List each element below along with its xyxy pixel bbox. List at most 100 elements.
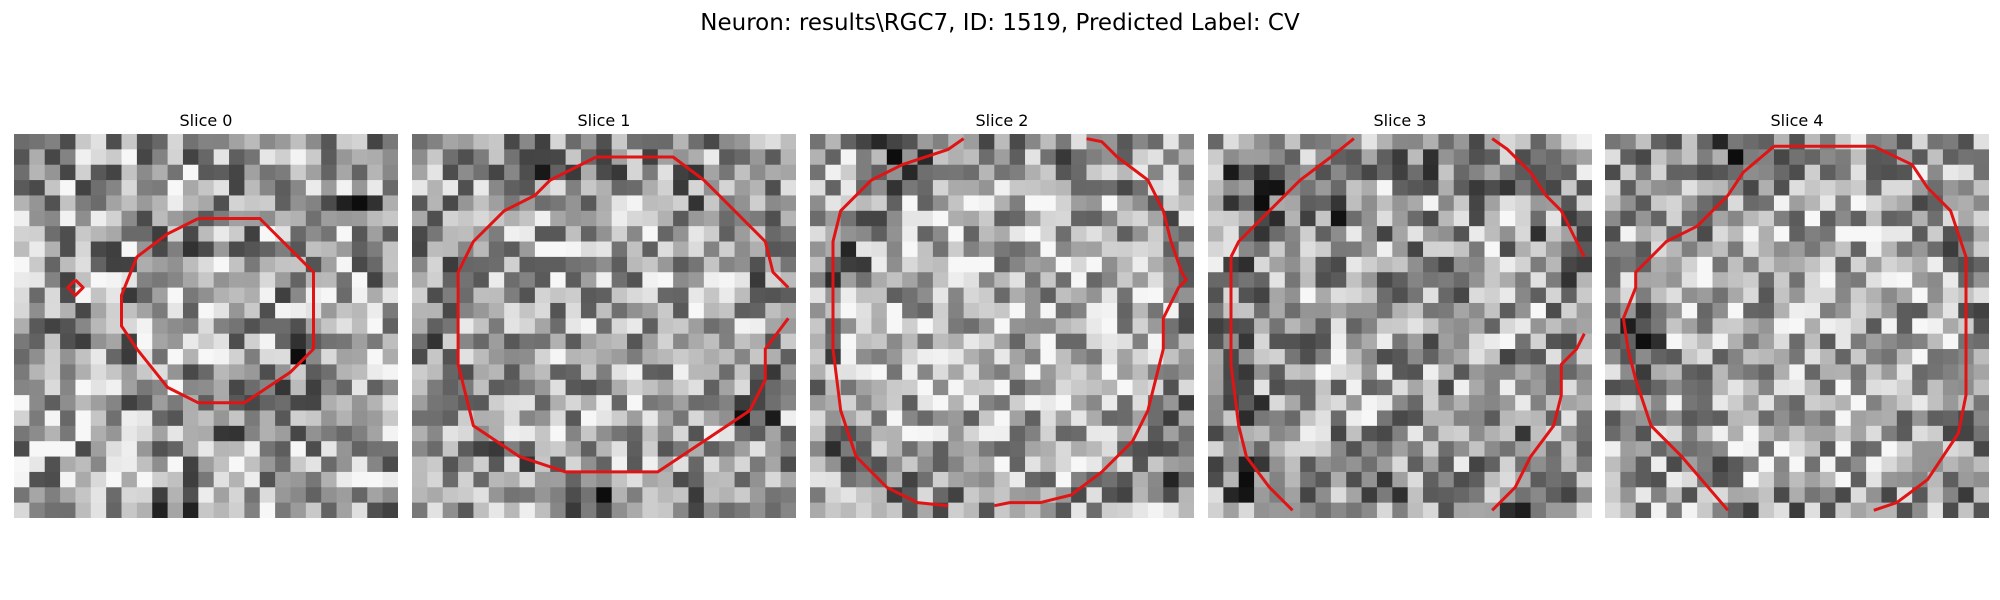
image-pixel xyxy=(1561,364,1577,380)
image-pixel xyxy=(1943,195,1959,211)
image-pixel xyxy=(1362,457,1378,473)
image-pixel xyxy=(183,134,199,150)
image-pixel xyxy=(1835,410,1851,426)
image-pixel xyxy=(1071,457,1087,473)
image-pixel xyxy=(535,364,551,380)
image-pixel xyxy=(1484,165,1500,181)
image-pixel xyxy=(1148,242,1164,258)
image-pixel xyxy=(1666,165,1682,181)
image-pixel xyxy=(260,272,276,288)
image-pixel xyxy=(704,334,720,350)
image-pixel xyxy=(1866,441,1882,457)
image-pixel xyxy=(1866,364,1882,380)
image-pixel xyxy=(1561,134,1577,150)
image-pixel xyxy=(1362,195,1378,211)
image-pixel xyxy=(1728,149,1744,165)
image-pixel xyxy=(520,487,536,503)
image-pixel xyxy=(473,410,489,426)
image-pixel xyxy=(383,165,398,181)
image-pixel xyxy=(1223,195,1239,211)
image-pixel xyxy=(106,457,122,473)
image-pixel xyxy=(520,288,536,304)
image-pixel xyxy=(1179,410,1194,426)
image-pixel xyxy=(1056,380,1072,396)
image-pixel xyxy=(871,242,887,258)
image-pixel xyxy=(1515,349,1531,365)
image-pixel xyxy=(871,395,887,411)
image-pixel xyxy=(887,134,903,150)
image-pixel xyxy=(1697,288,1713,304)
image-pixel xyxy=(504,211,520,227)
image-pixel xyxy=(1636,134,1652,150)
image-pixel xyxy=(658,349,674,365)
image-pixel xyxy=(1148,303,1164,319)
image-pixel xyxy=(1331,165,1347,181)
image-pixel xyxy=(1912,441,1928,457)
image-pixel xyxy=(612,380,628,396)
image-pixel xyxy=(1469,334,1485,350)
image-pixel xyxy=(948,503,964,518)
image-pixel xyxy=(1300,395,1316,411)
image-pixel xyxy=(1254,134,1270,150)
image-pixel xyxy=(719,472,735,488)
image-pixel xyxy=(29,318,45,334)
image-pixel xyxy=(658,334,674,350)
image-pixel xyxy=(933,226,949,242)
image-pixel xyxy=(871,134,887,150)
image-pixel xyxy=(1713,288,1729,304)
image-pixel xyxy=(260,318,276,334)
image-pixel xyxy=(45,349,61,365)
image-pixel xyxy=(137,226,153,242)
image-pixel xyxy=(1697,134,1713,150)
image-pixel xyxy=(994,242,1010,258)
image-pixel xyxy=(14,441,30,457)
image-pixel xyxy=(321,257,337,273)
image-pixel xyxy=(1423,226,1439,242)
image-pixel xyxy=(612,272,628,288)
image-pixel xyxy=(1484,441,1500,457)
image-pixel xyxy=(1500,349,1516,365)
image-pixel xyxy=(1774,195,1790,211)
image-pixel xyxy=(473,457,489,473)
image-pixel xyxy=(704,349,720,365)
image-pixel xyxy=(1531,195,1547,211)
image-pixel xyxy=(260,349,276,365)
image-pixel xyxy=(1835,380,1851,396)
image-pixel xyxy=(367,288,383,304)
image-pixel xyxy=(1239,165,1255,181)
image-pixel xyxy=(1774,149,1790,165)
image-pixel xyxy=(1866,288,1882,304)
image-pixel xyxy=(1620,257,1636,273)
image-pixel xyxy=(321,272,337,288)
image-pixel xyxy=(489,303,505,319)
image-pixel xyxy=(1666,257,1682,273)
image-pixel xyxy=(29,503,45,518)
image-pixel xyxy=(704,487,720,503)
image-pixel xyxy=(1636,149,1652,165)
image-pixel xyxy=(781,195,796,211)
image-pixel xyxy=(550,426,566,442)
image-pixel xyxy=(994,487,1010,503)
image-pixel xyxy=(1239,272,1255,288)
image-pixel xyxy=(1438,395,1454,411)
image-pixel xyxy=(1912,195,1928,211)
image-pixel xyxy=(918,441,934,457)
image-pixel xyxy=(91,503,107,518)
image-pixel xyxy=(658,195,674,211)
image-pixel xyxy=(306,134,322,150)
image-pixel xyxy=(1851,380,1867,396)
image-pixel xyxy=(1040,288,1056,304)
image-pixel xyxy=(1423,426,1439,442)
image-pixel xyxy=(688,410,704,426)
image-pixel xyxy=(1651,503,1667,518)
image-pixel xyxy=(673,364,689,380)
image-pixel xyxy=(427,242,443,258)
image-pixel xyxy=(1346,242,1362,258)
image-pixel xyxy=(1239,303,1255,319)
image-pixel xyxy=(1866,165,1882,181)
image-pixel xyxy=(458,487,474,503)
image-pixel xyxy=(443,134,459,150)
image-pixel xyxy=(1666,395,1682,411)
image-pixel xyxy=(367,165,383,181)
image-pixel xyxy=(1835,226,1851,242)
